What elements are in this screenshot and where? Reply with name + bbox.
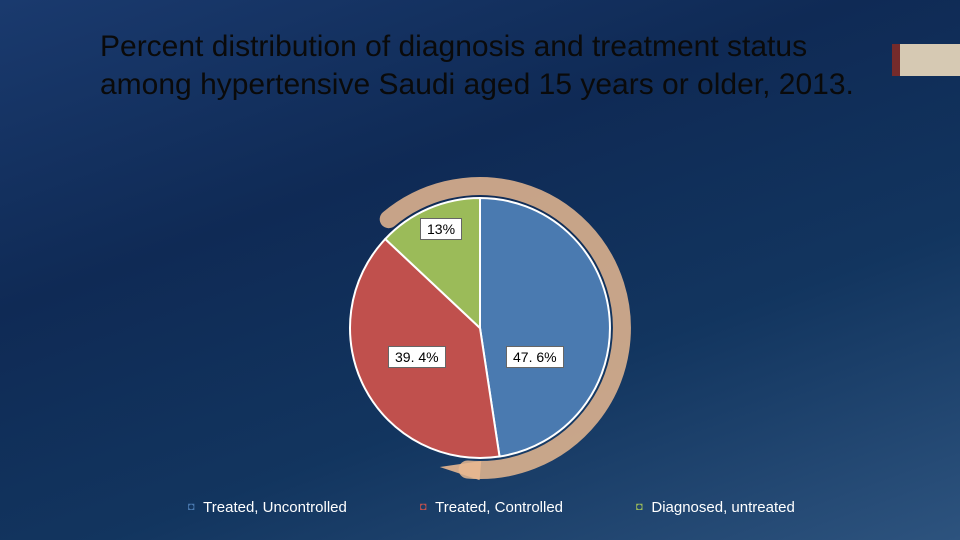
legend-item-0: Treated, Uncontrolled (185, 499, 347, 516)
chart-area (0, 170, 960, 490)
pie-chart (280, 170, 680, 500)
data-label-2: 13% (420, 218, 462, 240)
slide-title: Percent distribution of diagnosis and tr… (100, 28, 860, 103)
data-label-0: 47. 6% (506, 346, 564, 368)
legend-label: Treated, Controlled (435, 499, 563, 516)
legend-label: Treated, Uncontrolled (203, 499, 347, 516)
legend-label: Diagnosed, untreated (651, 499, 794, 516)
legend-item-2: Diagnosed, untreated (633, 499, 794, 516)
legend-marker-icon (633, 502, 645, 514)
title-container: Percent distribution of diagnosis and tr… (100, 28, 910, 103)
legend: Treated, Uncontrolled Treated, Controlled… (0, 499, 960, 516)
legend-item-1: Treated, Controlled (417, 499, 563, 516)
data-label-1: 39. 4% (388, 346, 446, 368)
sweep-arrow-head (440, 461, 481, 480)
legend-marker-icon (417, 502, 429, 514)
slide: Percent distribution of diagnosis and tr… (0, 0, 960, 540)
legend-marker-icon (185, 502, 197, 514)
